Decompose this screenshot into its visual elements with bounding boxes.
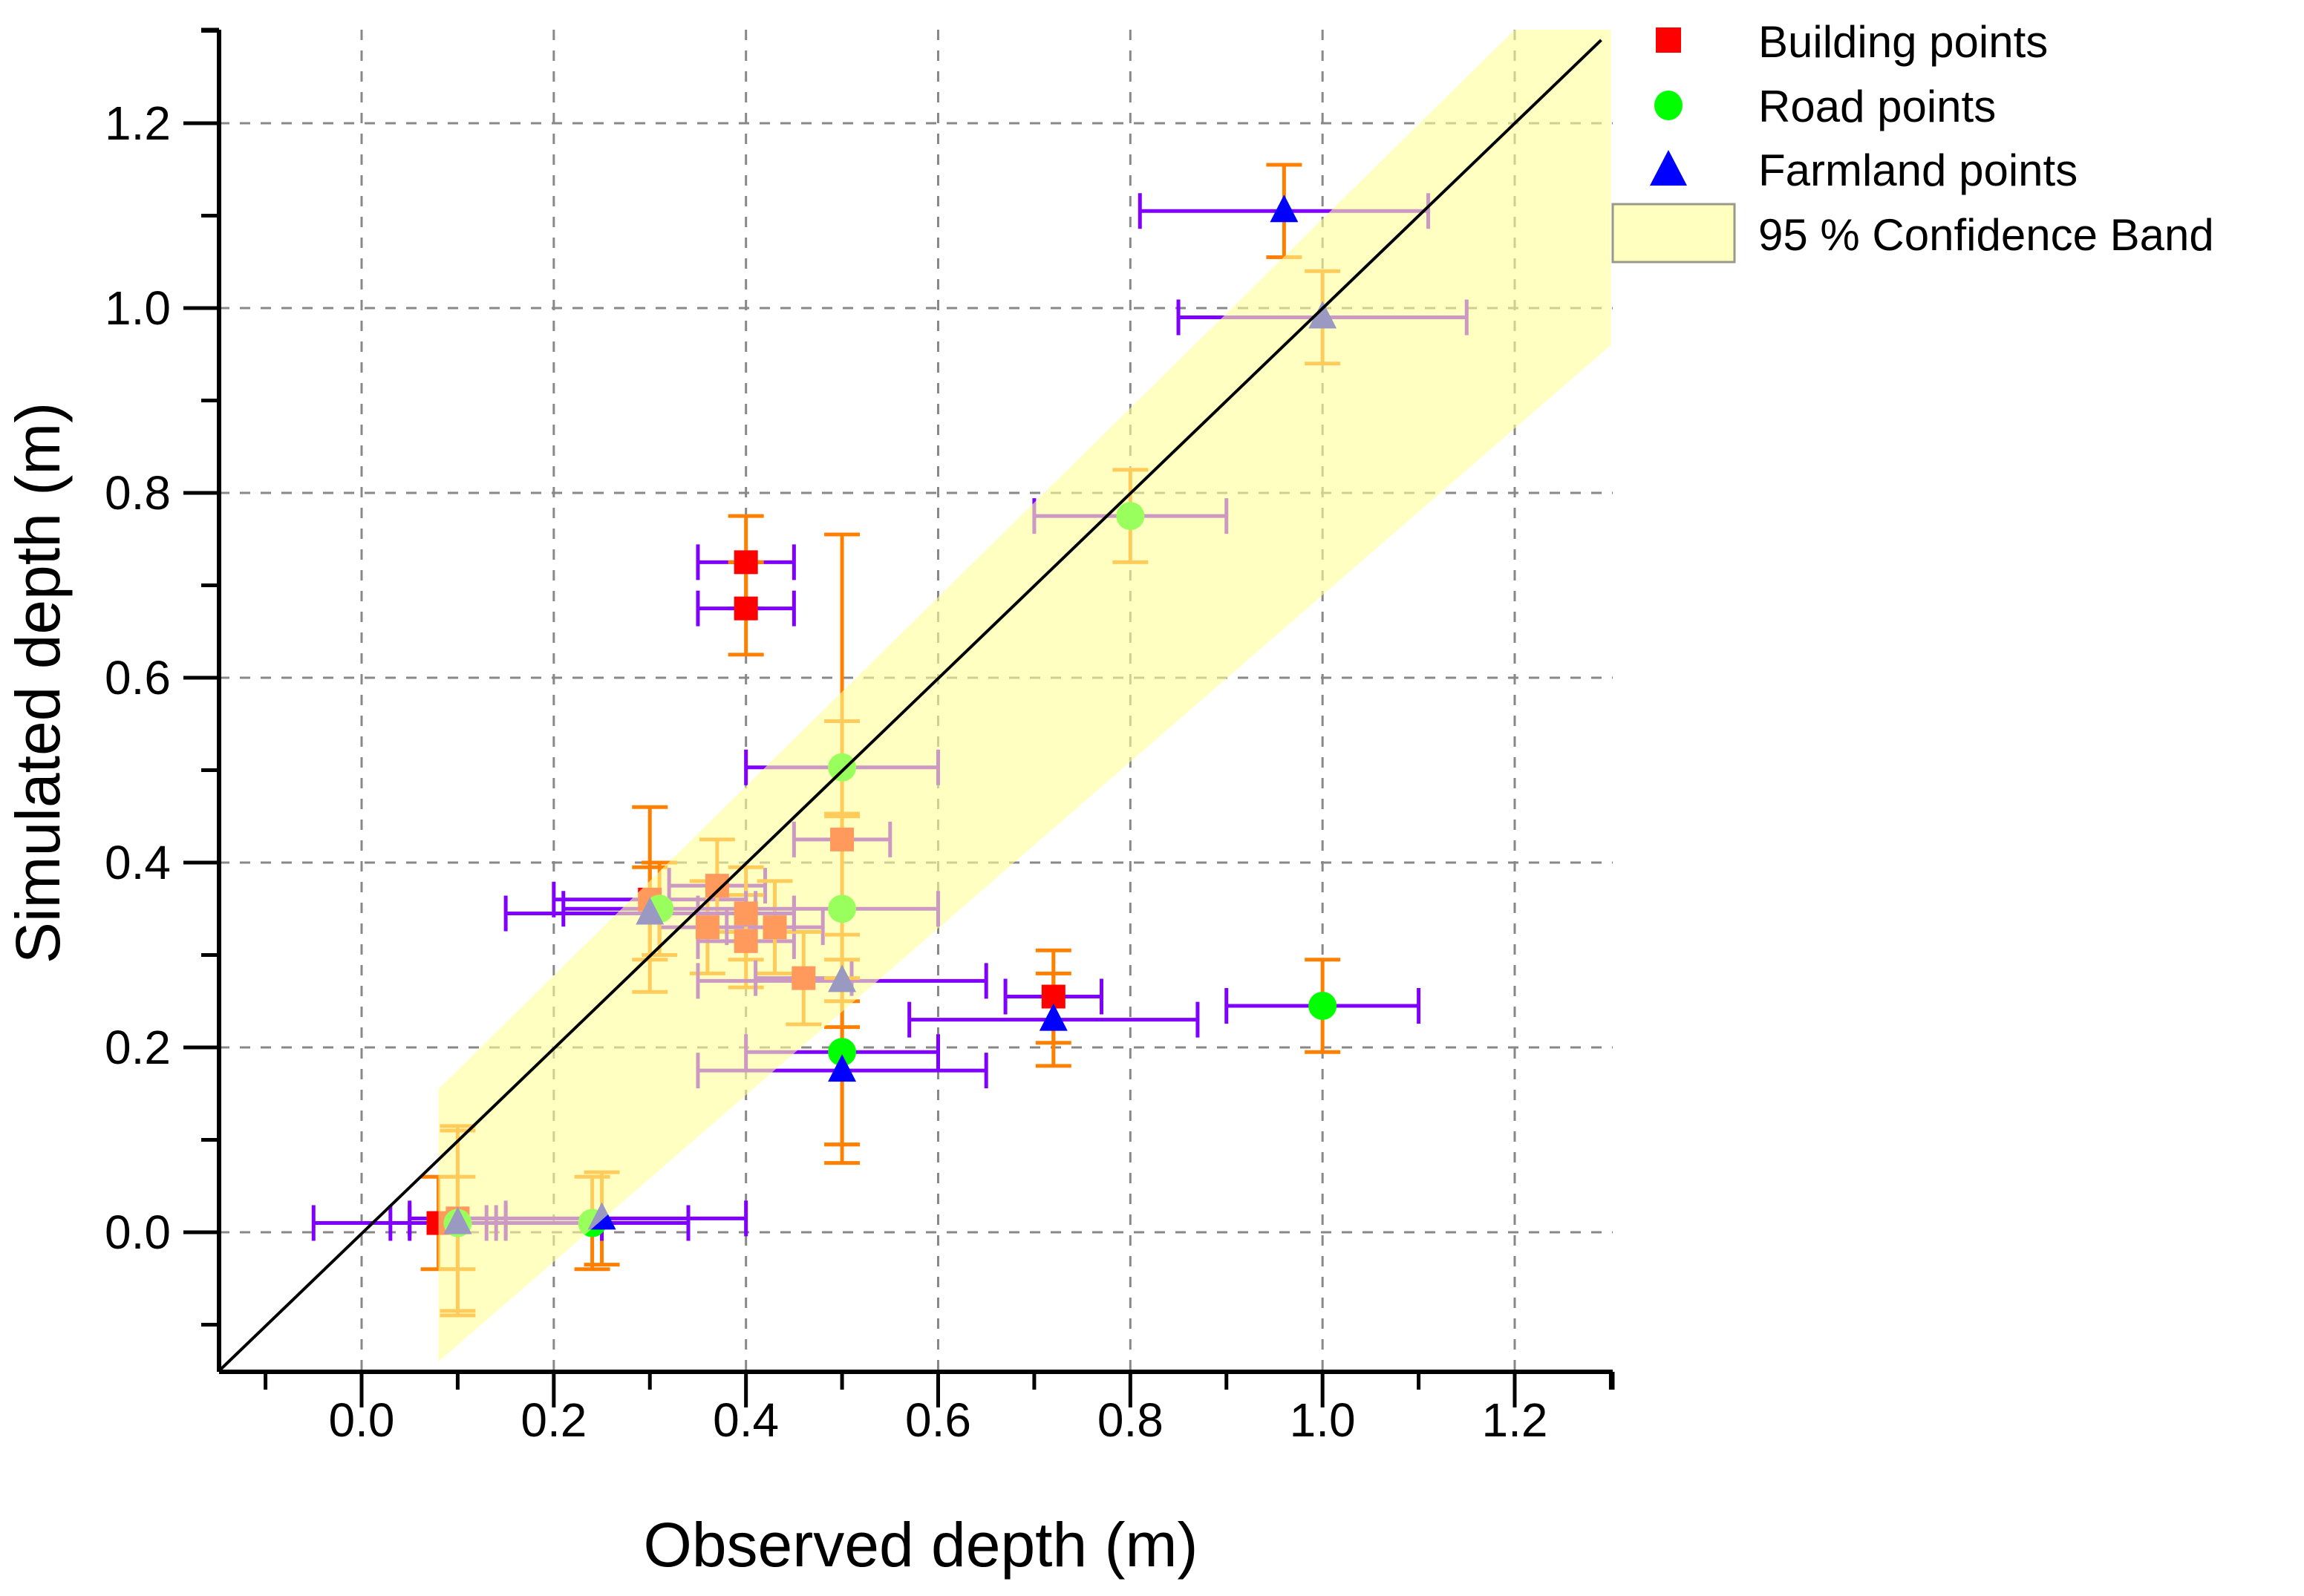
y-tick-label: 0.2 [105, 1021, 171, 1074]
farmland-point [828, 1054, 857, 1082]
legend-label: Road points [1758, 82, 1996, 131]
legend-triangle-icon [1650, 150, 1687, 186]
one-to-one-line [218, 39, 1602, 1373]
legend-label: Farmland points [1758, 145, 2078, 195]
y-tick-label: 0.6 [105, 651, 171, 704]
x-tick-label: 1.2 [1482, 1393, 1548, 1447]
legend-circle-icon [1654, 91, 1683, 120]
x-axis-title: Observed depth (m) [644, 1510, 1198, 1580]
y-tick-label: 1.2 [105, 97, 171, 150]
x-tick-label: 0.2 [520, 1393, 587, 1447]
legend-label: 95 % Confidence Band [1758, 210, 2214, 260]
x-tick-label: 0.8 [1097, 1393, 1164, 1447]
y-axis-title: Simulated depth (m) [3, 402, 73, 964]
x-tick-labels: 0.0 0.2 0.4 0.6 0.8 1.0 1.2 [329, 1393, 1548, 1447]
reference-line-layer [218, 39, 1602, 1373]
building-point [734, 596, 758, 621]
y-tick-label: 1.0 [105, 281, 171, 335]
y-tick-label: 0.8 [105, 466, 171, 520]
y-tick-labels: 0.0 0.2 0.4 0.6 0.8 1.0 1.2 [105, 97, 171, 1259]
confidence-band-layer [438, 30, 1611, 1362]
x-tick-label: 0.0 [329, 1393, 395, 1447]
y-tick-label: 0.4 [105, 836, 171, 889]
legend: Building points Road points Farmland point… [1611, 17, 2214, 264]
confidence-band [438, 30, 1611, 1362]
road-point [828, 1038, 857, 1067]
x-tick-label: 0.4 [713, 1393, 779, 1447]
legend-band-icon [1611, 203, 1736, 264]
road-point [1308, 991, 1337, 1020]
legend-square-icon [1656, 27, 1681, 53]
y-tick-label: 0.0 [105, 1206, 171, 1259]
farmland-point [1039, 1003, 1068, 1031]
building-point [734, 550, 758, 575]
x-tick-label: 0.6 [905, 1393, 971, 1447]
farmland-point [1270, 194, 1299, 223]
legend-label: Building points [1758, 17, 2048, 67]
x-tick-label: 1.0 [1290, 1393, 1356, 1447]
axes [183, 27, 1615, 1407]
